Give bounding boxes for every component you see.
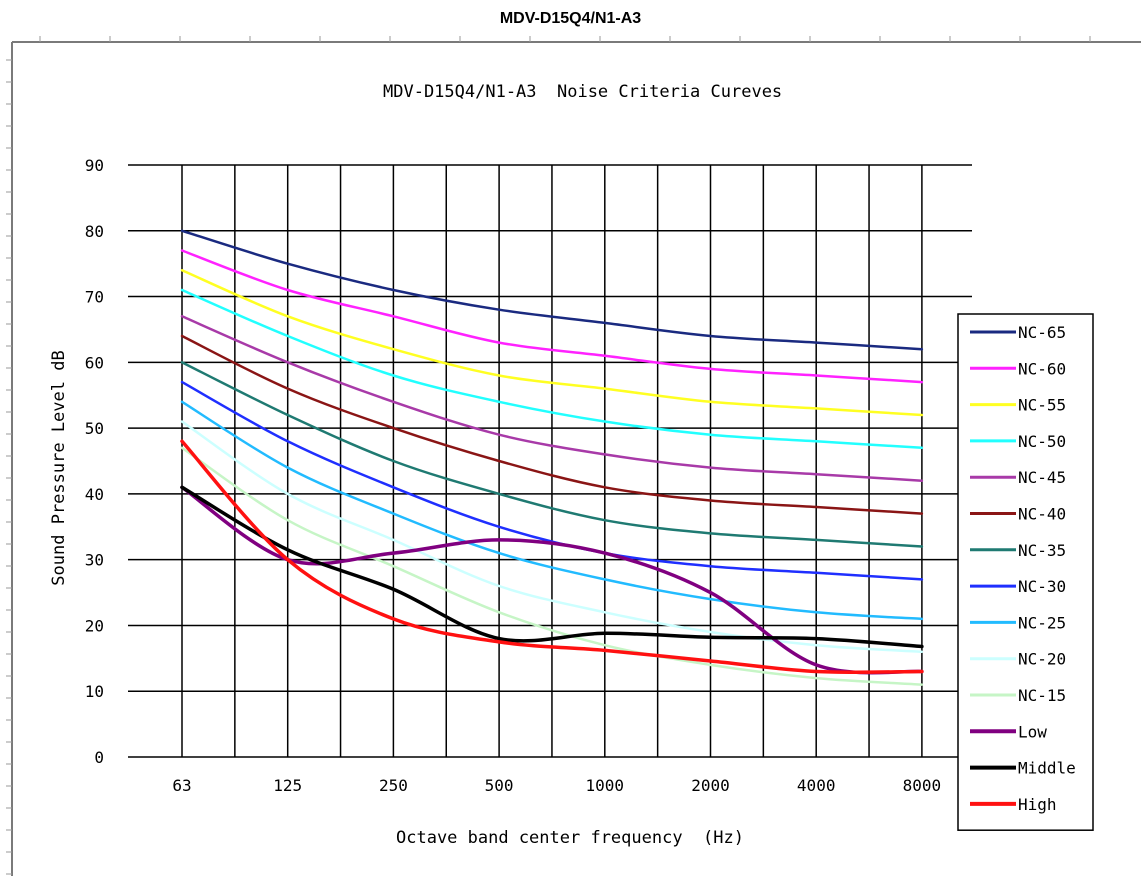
legend-label-nc-35: NC-35 xyxy=(1018,541,1066,560)
legend-label-high: High xyxy=(1018,795,1057,814)
series-line-low xyxy=(180,485,924,675)
y-tick-label: 10 xyxy=(85,682,104,701)
series-line-nc-55 xyxy=(180,268,924,417)
series-line-nc-25 xyxy=(180,400,924,621)
legend-label-nc-45: NC-45 xyxy=(1018,468,1066,487)
legend-label-nc-30: NC-30 xyxy=(1018,577,1066,596)
x-tick-label: 2000 xyxy=(691,776,730,795)
series-line-nc-35 xyxy=(180,361,924,548)
chart-title: MDV-D15Q4/N1-A3 Noise Criteria Cureves xyxy=(383,82,782,102)
panel-frame xyxy=(6,36,1141,876)
legend-label-middle: Middle xyxy=(1018,759,1076,778)
legend: NC-65 NC-60 NC-55 NC-50 NC-45 NC-40 NC-35 NC-30… xyxy=(957,313,1094,831)
y-tick-label: 0 xyxy=(94,748,104,767)
x-tick-label: 4000 xyxy=(797,776,836,795)
series-line-nc-15 xyxy=(180,446,924,686)
x-axis-label: Octave band center frequency (Hz) xyxy=(396,828,744,848)
x-tick-label: 250 xyxy=(379,776,408,795)
series-line-nc-20 xyxy=(180,420,924,654)
series-line-nc-65 xyxy=(180,229,924,351)
legend-label-nc-55: NC-55 xyxy=(1018,396,1066,415)
series-line-nc-40 xyxy=(180,334,924,515)
page-title: MDV-D15Q4/N1-A3 xyxy=(499,10,642,27)
series-lines xyxy=(180,229,924,686)
legend-label-low: Low xyxy=(1018,722,1047,741)
x-tick-label: 500 xyxy=(485,776,514,795)
y-tick-label: 80 xyxy=(85,222,104,241)
series-line-nc-50 xyxy=(180,288,924,450)
legend-label-nc-20: NC-20 xyxy=(1018,650,1066,669)
y-tick-label: 30 xyxy=(85,551,104,570)
y-tick-label: 60 xyxy=(85,353,104,372)
y-tick-label: 20 xyxy=(85,616,104,635)
y-tick-label: 50 xyxy=(85,419,104,438)
y-tick-label: 90 xyxy=(85,156,104,175)
legend-label-nc-65: NC-65 xyxy=(1018,323,1066,342)
series-line-high xyxy=(180,439,924,675)
series-line-nc-30 xyxy=(180,380,924,581)
legend-box xyxy=(957,313,1094,831)
legend-label-nc-40: NC-40 xyxy=(1018,505,1066,524)
x-tick-labels: 63 125 250 500 1000 2000 4000 8000 xyxy=(172,776,941,795)
y-axis-label: Sound Pressure Level dB xyxy=(49,350,69,585)
x-tick-label: 1000 xyxy=(586,776,625,795)
series-line-nc-60 xyxy=(180,249,924,384)
legend-label-nc-50: NC-50 xyxy=(1018,432,1066,451)
grid xyxy=(128,164,972,758)
legend-label-nc-15: NC-15 xyxy=(1018,686,1066,705)
y-tick-label: 40 xyxy=(85,485,104,504)
series-line-middle xyxy=(180,485,924,649)
x-tick-label: 63 xyxy=(172,776,191,795)
legend-label-nc-60: NC-60 xyxy=(1018,359,1066,378)
series-line-nc-45 xyxy=(180,315,924,482)
legend-label-nc-25: NC-25 xyxy=(1018,613,1066,632)
x-tick-label: 8000 xyxy=(903,776,942,795)
x-tick-label: 125 xyxy=(273,776,302,795)
y-tick-label: 70 xyxy=(85,288,104,307)
y-tick-labels: 0 10 20 30 40 50 60 70 80 90 xyxy=(85,156,104,767)
